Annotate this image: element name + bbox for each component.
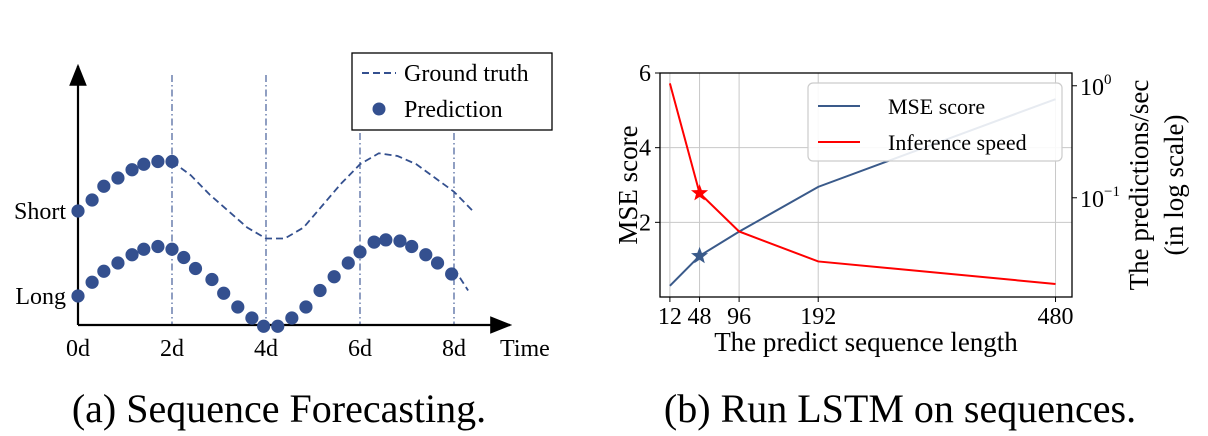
a-prediction-point: [393, 234, 407, 248]
a-legend-prediction-label: Prediction: [404, 97, 503, 123]
a-tick-labels: 0d 2d 4d 6d 8d Short Long: [14, 199, 466, 362]
a-x-tick-label: 4d: [254, 336, 278, 362]
b-right-tick-label: 100: [1080, 72, 1112, 101]
a-prediction-point: [445, 267, 459, 281]
a-x-tick-label: 0d: [66, 336, 90, 362]
b-y-axis-label: MSE score: [613, 125, 643, 244]
b-legend: MSE score Inference speed: [807, 82, 1063, 162]
a-x-tick-label: 2d: [160, 336, 184, 362]
a-x-tick-label: 8d: [442, 336, 466, 362]
a-prediction-point: [111, 171, 125, 185]
a-prediction-point: [137, 157, 151, 171]
a-prediction-point: [271, 319, 285, 333]
a-prediction-point: [97, 264, 111, 278]
a-prediction-point: [165, 242, 179, 256]
a-prediction-point: [341, 256, 355, 270]
a-prediction-point: [257, 319, 271, 333]
a-legend-frame: [351, 52, 553, 131]
b-right-tick-label: 10−1: [1080, 184, 1120, 213]
a-prediction-point: [111, 256, 125, 270]
b-y-tick-label: 6: [639, 61, 651, 87]
a-prediction-point: [85, 275, 99, 289]
a-legend-prediction-marker: [372, 102, 386, 116]
a-y-tick-label: Long: [15, 284, 66, 310]
a-prediction-point: [151, 239, 165, 254]
caption-a: (a) Sequence Forecasting.: [72, 386, 486, 431]
a-prediction-point: [285, 311, 299, 325]
b-mse-star-marker: [691, 246, 709, 264]
b-x-tick-label: 48: [688, 304, 712, 330]
b-legend-frame: [807, 82, 1063, 162]
a-prediction-point: [71, 289, 85, 303]
a-x-tick-label: 6d: [348, 336, 372, 362]
a-prediction-point: [217, 286, 231, 300]
a-prediction-point: [71, 204, 85, 218]
b-x-tick-label: 480: [1038, 304, 1074, 330]
b-speed-line: [668, 83, 1056, 285]
b-right-axis-label-line-2: (in log scale): [1159, 115, 1189, 256]
a-prediction-point: [245, 311, 259, 325]
b-plot-frame: [659, 72, 1073, 298]
chart-b-lstm-runtime: 12 48 96 192 480 2 4 6 100 10−1 The predict seque…: [613, 61, 1189, 357]
a-prediction-point: [231, 300, 245, 314]
b-legend-speed-label: Inference speed: [888, 130, 1027, 155]
a-ground-truth-line: [171, 152, 474, 240]
b-y-tick-label: 2: [639, 210, 651, 236]
b-right-axis-label-line-1: The predictions/sec: [1124, 80, 1154, 291]
b-legend-mse-label: MSE score: [888, 94, 985, 119]
caption-b: (b) Run LSTM on sequences.: [664, 386, 1136, 431]
b-x-axis-label: The predict sequence length: [714, 327, 1018, 357]
a-prediction-point: [419, 248, 433, 262]
a-prediction-point: [379, 233, 393, 247]
a-prediction-point: [205, 272, 219, 287]
b-tick-labels: 12 48 96 192 480 2 4 6 100 10−1: [639, 61, 1120, 330]
a-series-layer: [71, 152, 474, 333]
a-prediction-point: [353, 245, 367, 259]
a-prediction-point: [165, 154, 179, 169]
a-prediction-point: [177, 250, 191, 265]
a-prediction-point: [188, 261, 203, 276]
a-prediction-point: [299, 300, 313, 314]
a-prediction-point: [327, 270, 341, 284]
b-speed-star-marker: [691, 184, 709, 201]
a-prediction-point: [97, 179, 111, 193]
a-prediction-point: [405, 239, 419, 254]
a-prediction-point: [430, 256, 445, 270]
a-legend: Ground truth Prediction: [351, 52, 553, 131]
a-prediction-point: [125, 163, 139, 177]
b-x-tick-label: 96: [727, 304, 751, 330]
b-x-tick-label: 12: [658, 304, 682, 330]
a-prediction-point: [313, 283, 327, 298]
a-prediction-point: [137, 242, 151, 256]
b-y-tick-label: 4: [639, 136, 651, 162]
b-x-tick-label: 192: [800, 304, 836, 330]
a-prediction-point: [151, 154, 165, 169]
chart-a-sequence-forecasting: 0d 2d 4d 6d 8d Short Long Time Ground truth Pr…: [14, 52, 553, 362]
a-x-axis-label: Time: [500, 336, 550, 362]
a-prediction-point: [125, 248, 139, 262]
a-prediction-point: [85, 193, 99, 207]
a-prediction-point: [367, 235, 381, 249]
a-legend-ground-truth-label: Ground truth: [404, 61, 529, 87]
a-reference-lines: [171, 75, 455, 325]
a-y-tick-label: Short: [14, 199, 66, 225]
